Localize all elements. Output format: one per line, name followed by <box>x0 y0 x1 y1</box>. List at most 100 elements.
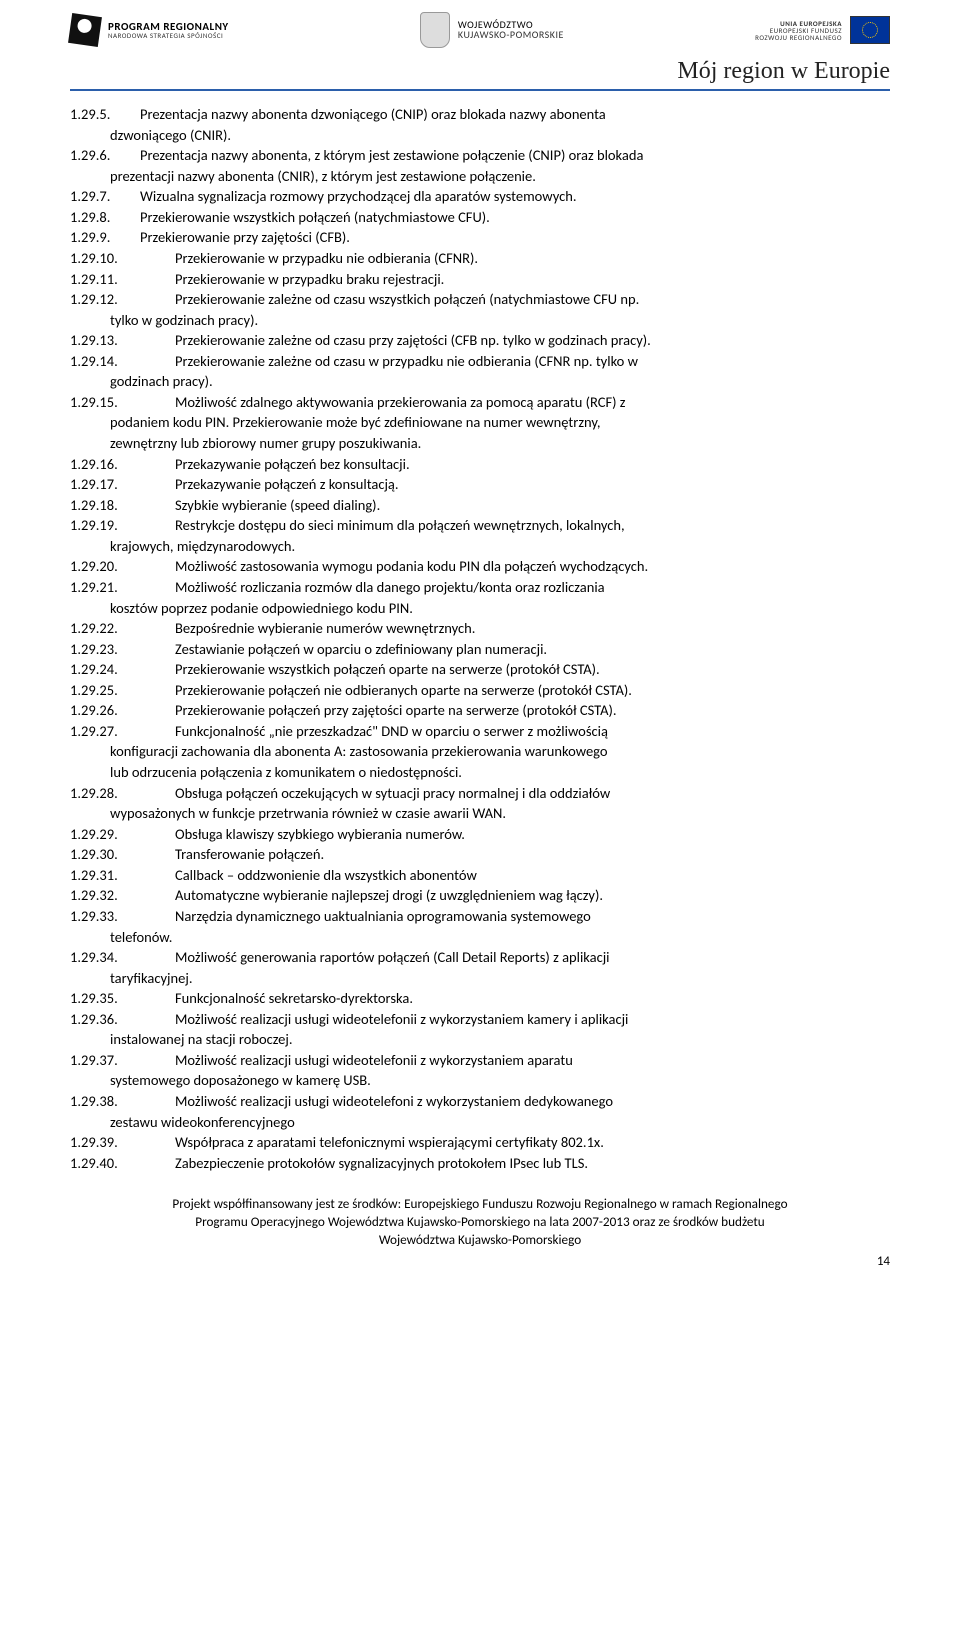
list-item-continuation: tylko w godzinach pracy). <box>70 311 890 331</box>
item-number: 1.29.36. <box>70 1010 175 1030</box>
list-item: 1.29.11.Przekierowanie w przypadku braku… <box>70 270 890 290</box>
list-item: 1.29.18.Szybkie wybieranie (speed dialin… <box>70 496 890 516</box>
logo-right-line3: ROZWOJU REGIONALNEGO <box>755 34 842 41</box>
list-item-continuation: taryfikacyjnej. <box>70 969 890 989</box>
item-text: Możliwość generowania raportów połączeń … <box>175 948 890 968</box>
list-item: 1.29.30.Transferowanie połączeń. <box>70 845 890 865</box>
item-number: 1.29.6. <box>70 146 140 166</box>
item-text: Funkcjonalność „nie przeszkadzać" DND w … <box>175 722 890 742</box>
list-item-continuation: systemowego doposażonego w kamerę USB. <box>70 1071 890 1091</box>
item-text: Możliwość realizacji usługi wideotelefon… <box>175 1051 890 1071</box>
content-list: 1.29.5.Prezentacja nazwy abonenta dzwoni… <box>70 105 890 1173</box>
document-page: PROGRAM REGIONALNY NARODOWA STRATEGIA SP… <box>0 0 960 1310</box>
list-item: 1.29.10.Przekierowanie w przypadku nie o… <box>70 249 890 269</box>
item-number: 1.29.7. <box>70 187 140 207</box>
list-item: 1.29.27.Funkcjonalność „nie przeszkadzać… <box>70 722 890 742</box>
item-text: Współpraca z aparatami telefonicznymi ws… <box>175 1133 890 1153</box>
item-number: 1.29.16. <box>70 455 175 475</box>
item-text: Szybkie wybieranie (speed dialing). <box>175 496 890 516</box>
item-continuation-text: lub odrzucenia połączenia z komunikatem … <box>70 763 462 783</box>
item-number: 1.29.24. <box>70 660 175 680</box>
list-item-continuation: dzwoniącego (CNIR). <box>70 126 890 146</box>
item-number: 1.29.33. <box>70 907 175 927</box>
list-item-continuation: wyposażonych w funkcje przetrwania równi… <box>70 804 890 824</box>
shield-icon <box>420 12 450 48</box>
list-item: 1.29.34.Możliwość generowania raportów p… <box>70 948 890 968</box>
item-number: 1.29.38. <box>70 1092 175 1112</box>
list-item: 1.29.15.Możliwość zdalnego aktywowania p… <box>70 393 890 413</box>
list-item: 1.29.22.Bezpośrednie wybieranie numerów … <box>70 619 890 639</box>
list-item: 1.29.23.Zestawianie połączeń w oparciu o… <box>70 640 890 660</box>
footer-line1: Projekt współfinansowany jest ze środków… <box>70 1195 890 1213</box>
list-item: 1.29.16.Przekazywanie połączeń bez konsu… <box>70 455 890 475</box>
item-number: 1.29.28. <box>70 784 175 804</box>
item-text: Możliwość realizacji usługi wideotelefon… <box>175 1092 890 1112</box>
list-item: 1.29.6.Prezentacja nazwy abonenta, z któ… <box>70 146 890 166</box>
item-continuation-text: zewnętrzny lub zbiorowy numer grupy posz… <box>70 434 421 454</box>
list-item: 1.29.26.Przekierowanie połączeń przy zaj… <box>70 701 890 721</box>
logo-left-text: PROGRAM REGIONALNY NARODOWA STRATEGIA SP… <box>108 21 229 39</box>
item-continuation-text: wyposażonych w funkcje przetrwania równi… <box>70 804 506 824</box>
list-item-continuation: zewnętrzny lub zbiorowy numer grupy posz… <box>70 434 890 454</box>
list-item-continuation: telefonów. <box>70 928 890 948</box>
list-item: 1.29.20.Możliwość zastosowania wymogu po… <box>70 557 890 577</box>
item-text: Przekierowanie przy zajętości (CFB). <box>140 228 890 248</box>
item-text: Callback – oddzwonienie dla wszystkich a… <box>175 866 890 886</box>
footer-line3: Województwa Kujawsko-Pomorskiego <box>70 1231 890 1249</box>
item-text: Przekazywanie połączeń z konsultacją. <box>175 475 890 495</box>
item-number: 1.29.20. <box>70 557 175 577</box>
item-text: Przekierowanie wszystkich połączeń opart… <box>175 660 890 680</box>
logo-left-sub: NARODOWA STRATEGIA SPÓJNOŚCI <box>108 32 229 39</box>
logo-mid: WOJEWÓDZTWO KUJAWSKO-POMORSKIE <box>420 12 564 48</box>
item-text: Automatyczne wybieranie najlepszej drogi… <box>175 886 890 906</box>
page-number: 14 <box>70 1253 890 1271</box>
header-divider <box>70 89 890 91</box>
list-item: 1.29.17.Przekazywanie połączeń z konsult… <box>70 475 890 495</box>
item-text: Prezentacja nazwy abonenta dzwoniącego (… <box>140 105 890 125</box>
item-continuation-text: zestawu wideokonferencyjnego <box>70 1113 295 1133</box>
item-number: 1.29.14. <box>70 352 175 372</box>
logo-right: UNIA EUROPEJSKA EUROPEJSKI FUNDUSZ ROZWO… <box>755 16 890 44</box>
list-item-continuation: instalowanej na stacji roboczej. <box>70 1030 890 1050</box>
list-item: 1.29.25.Przekierowanie połączeń nie odbi… <box>70 681 890 701</box>
item-number: 1.29.11. <box>70 270 175 290</box>
item-text: Możliwość zastosowania wymogu podania ko… <box>175 557 890 577</box>
logo-right-text: UNIA EUROPEJSKA EUROPEJSKI FUNDUSZ ROZWO… <box>755 20 842 41</box>
item-continuation-text: prezentacji nazwy abonenta (CNIR), z któ… <box>70 167 536 187</box>
list-item: 1.29.32.Automatyczne wybieranie najlepsz… <box>70 886 890 906</box>
item-text: Przekierowanie połączeń przy zajętości o… <box>175 701 890 721</box>
logo-mid-text: WOJEWÓDZTWO KUJAWSKO-POMORSKIE <box>458 20 564 40</box>
item-continuation-text: systemowego doposażonego w kamerę USB. <box>70 1071 371 1091</box>
item-text: Obsługa połączeń oczekujących w sytuacji… <box>175 784 890 804</box>
item-number: 1.29.25. <box>70 681 175 701</box>
list-item: 1.29.21.Możliwość rozliczania rozmów dla… <box>70 578 890 598</box>
item-number: 1.29.29. <box>70 825 175 845</box>
list-item: 1.29.29.Obsługa klawiszy szybkiego wybie… <box>70 825 890 845</box>
item-continuation-text: tylko w godzinach pracy). <box>70 311 258 331</box>
item-text: Restrykcje dostępu do sieci minimum dla … <box>175 516 890 536</box>
list-item-continuation: zestawu wideokonferencyjnego <box>70 1113 890 1133</box>
list-item-continuation: lub odrzucenia połączenia z komunikatem … <box>70 763 890 783</box>
item-number: 1.29.31. <box>70 866 175 886</box>
list-item: 1.29.39.Współpraca z aparatami telefonic… <box>70 1133 890 1153</box>
list-item-continuation: godzinach pracy). <box>70 372 890 392</box>
list-item: 1.29.8.Przekierowanie wszystkich połącze… <box>70 208 890 228</box>
item-number: 1.29.5. <box>70 105 140 125</box>
item-text: Przekierowanie zależne od czasu w przypa… <box>175 352 890 372</box>
item-number: 1.29.39. <box>70 1133 175 1153</box>
item-continuation-text: instalowanej na stacji roboczej. <box>70 1030 293 1050</box>
item-number: 1.29.22. <box>70 619 175 639</box>
item-continuation-text: godzinach pracy). <box>70 372 213 392</box>
item-number: 1.29.8. <box>70 208 140 228</box>
list-item: 1.29.38.Możliwość realizacji usługi wide… <box>70 1092 890 1112</box>
item-text: Zestawianie połączeń w oparciu o zdefini… <box>175 640 890 660</box>
item-number: 1.29.26. <box>70 701 175 721</box>
logo-mid-sub: KUJAWSKO-POMORSKIE <box>458 30 564 40</box>
item-number: 1.29.9. <box>70 228 140 248</box>
logo-left: PROGRAM REGIONALNY NARODOWA STRATEGIA SP… <box>70 15 229 45</box>
item-number: 1.29.27. <box>70 722 175 742</box>
footer-line2: Programu Operacyjnego Województwa Kujaws… <box>70 1213 890 1231</box>
list-item-continuation: kosztów poprzez podanie odpowiedniego ko… <box>70 599 890 619</box>
item-number: 1.29.15. <box>70 393 175 413</box>
item-text: Wizualna sygnalizacja rozmowy przychodzą… <box>140 187 890 207</box>
